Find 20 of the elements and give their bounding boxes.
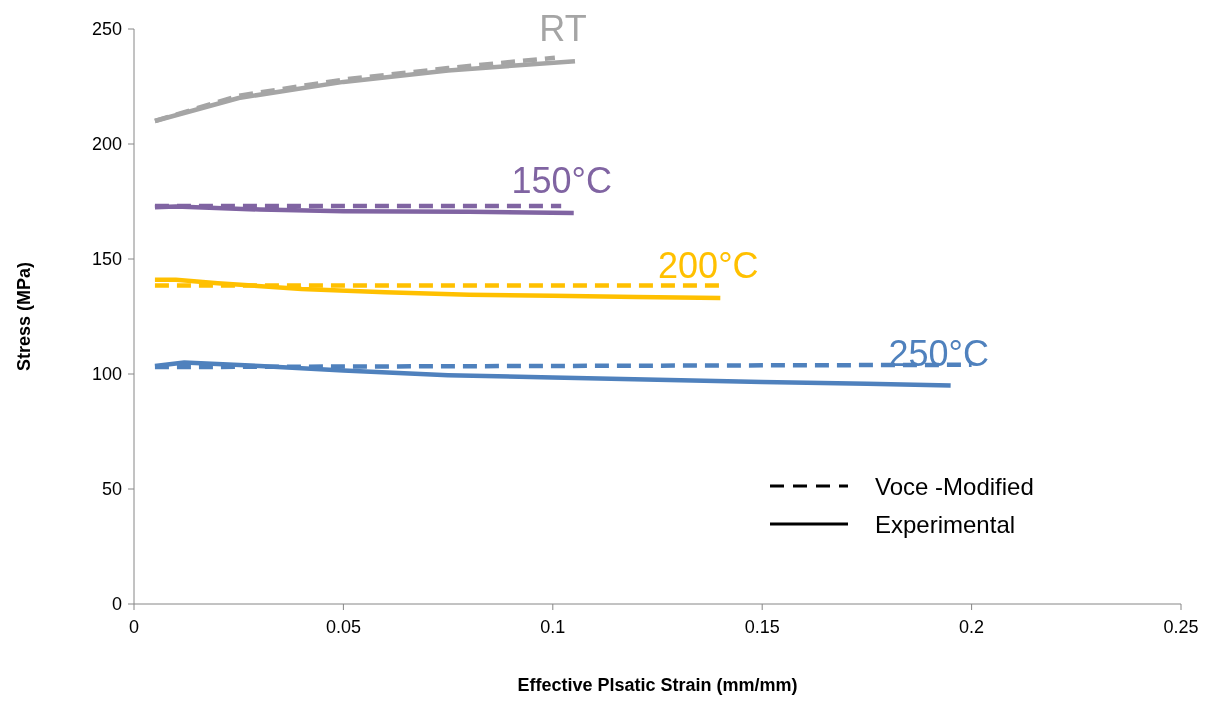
y-tick-label: 200 <box>91 134 122 154</box>
x-axis-title: Effective Plsatic Strain (mm/mm) <box>517 675 798 695</box>
x-tick-label: 0.05 <box>325 617 361 637</box>
line-series <box>152 277 723 301</box>
series-label: 150°C <box>511 160 612 201</box>
annotation: Experimental <box>875 511 1016 538</box>
x-tick-label: 0 <box>128 617 140 637</box>
series-label: 200°C <box>658 245 759 287</box>
y-tick-label: 100 <box>91 364 122 384</box>
x-tick-label: 0.15 <box>744 617 780 637</box>
y-axis-title: Stress (MPa) <box>14 261 34 372</box>
y-tick-label: 250 <box>91 19 122 39</box>
x-tick-label: 0.2 <box>959 617 985 637</box>
y-tick-label: 50 <box>101 479 122 499</box>
annotation: Voce -Modified <box>875 473 1034 500</box>
y-tick-label: 0 <box>111 594 122 614</box>
series-label: RT <box>539 8 587 50</box>
x-tick-label: 0.1 <box>540 617 566 637</box>
x-tick-label: 0.25 <box>1163 617 1199 637</box>
y-tick-label: 150 <box>91 249 122 269</box>
